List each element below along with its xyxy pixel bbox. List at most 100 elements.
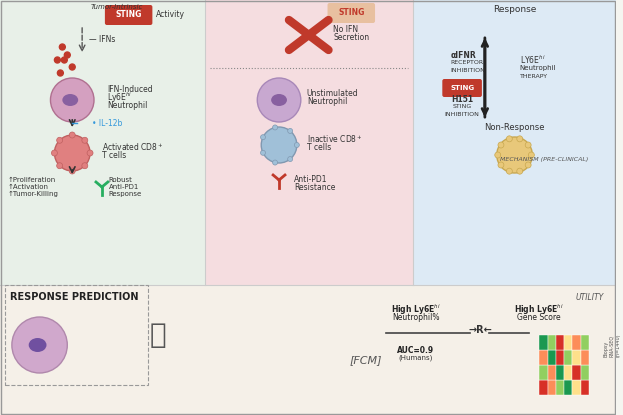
Text: 🖥: 🖥 <box>150 321 166 349</box>
Text: [FCM]: [FCM] <box>350 355 383 365</box>
Bar <box>564 335 573 350</box>
Circle shape <box>498 142 504 148</box>
Bar <box>581 335 589 350</box>
Circle shape <box>64 52 70 58</box>
Circle shape <box>288 156 293 161</box>
Bar <box>573 335 581 350</box>
Text: MECHANISM (PRE-CLINICAL): MECHANISM (PRE-CLINICAL) <box>500 158 589 163</box>
Circle shape <box>495 152 501 158</box>
Text: Neutrophil: Neutrophil <box>307 97 347 105</box>
Circle shape <box>517 136 523 142</box>
Circle shape <box>87 150 93 156</box>
Circle shape <box>517 168 523 174</box>
Text: Unstimulated: Unstimulated <box>307 88 358 98</box>
Circle shape <box>498 162 504 168</box>
Circle shape <box>69 64 75 70</box>
Text: Gene Score: Gene Score <box>518 313 561 322</box>
Circle shape <box>69 168 75 174</box>
Bar <box>581 380 589 395</box>
Circle shape <box>57 137 62 143</box>
Text: ↑Activation: ↑Activation <box>8 184 49 190</box>
Text: Ly6E$^{hi}$: Ly6E$^{hi}$ <box>107 91 132 105</box>
Text: — IFNs: — IFNs <box>88 36 115 44</box>
Text: T cells: T cells <box>307 142 331 151</box>
Circle shape <box>82 163 88 169</box>
Text: THERAPY: THERAPY <box>520 73 548 78</box>
Text: UTILITY: UTILITY <box>576 293 604 302</box>
Bar <box>0 285 617 415</box>
Bar <box>564 350 573 365</box>
Circle shape <box>497 137 533 173</box>
Circle shape <box>50 78 94 122</box>
Text: Robust: Robust <box>109 177 133 183</box>
Circle shape <box>57 70 64 76</box>
Text: INHIBITION: INHIBITION <box>445 112 480 117</box>
Text: ↑Proliferation: ↑Proliferation <box>8 177 56 183</box>
Bar <box>0 0 205 285</box>
Circle shape <box>260 150 265 155</box>
Text: INHIBITION: INHIBITION <box>450 68 485 73</box>
Text: High Ly6E$^{hi}$: High Ly6E$^{hi}$ <box>515 303 564 317</box>
Circle shape <box>12 317 67 373</box>
Bar <box>205 0 412 285</box>
Bar <box>548 335 556 350</box>
Circle shape <box>52 150 57 156</box>
Bar <box>548 350 556 365</box>
Text: STING: STING <box>338 8 364 17</box>
Bar <box>556 380 564 395</box>
Ellipse shape <box>271 94 287 106</box>
Circle shape <box>506 136 512 142</box>
Circle shape <box>82 137 88 143</box>
Circle shape <box>273 160 278 165</box>
Ellipse shape <box>29 338 47 352</box>
Circle shape <box>506 168 512 174</box>
Text: Resistance: Resistance <box>294 183 335 193</box>
Text: STING: STING <box>450 85 474 91</box>
Bar <box>540 335 548 350</box>
Text: →R←: →R← <box>468 325 492 335</box>
Text: (Humans): (Humans) <box>399 355 433 361</box>
Text: ↑Tumor-Killing: ↑Tumor-Killing <box>8 191 59 197</box>
Text: RESPONSE PREDICTION: RESPONSE PREDICTION <box>10 292 138 302</box>
Text: Anti-PD1: Anti-PD1 <box>294 176 328 185</box>
FancyBboxPatch shape <box>442 79 482 97</box>
Text: Tumor-Intrinsic: Tumor-Intrinsic <box>91 4 143 10</box>
Bar <box>564 365 573 380</box>
Text: T cells: T cells <box>102 151 126 159</box>
FancyBboxPatch shape <box>328 3 375 23</box>
Bar <box>540 365 548 380</box>
Circle shape <box>288 128 293 134</box>
Text: Response: Response <box>109 191 142 197</box>
Text: Neutrophil%: Neutrophil% <box>392 313 439 322</box>
Circle shape <box>61 57 67 63</box>
Text: AUC=0.9: AUC=0.9 <box>397 346 434 354</box>
Circle shape <box>257 78 301 122</box>
Ellipse shape <box>62 94 78 106</box>
Circle shape <box>59 44 65 50</box>
Text: Non-Response: Non-Response <box>484 122 545 132</box>
Bar <box>581 350 589 365</box>
Bar <box>5 285 148 385</box>
Circle shape <box>295 142 299 147</box>
Text: No IFN: No IFN <box>333 25 359 34</box>
Text: STING: STING <box>115 10 142 20</box>
Text: Secretion: Secretion <box>333 34 369 42</box>
Bar <box>573 350 581 365</box>
Text: Biopsy
RNA-SEQ
(n=1440): Biopsy RNA-SEQ (n=1440) <box>604 333 621 357</box>
Bar <box>540 380 548 395</box>
Bar <box>573 365 581 380</box>
Bar <box>548 365 556 380</box>
Bar <box>581 365 589 380</box>
Text: LY6E$^{hi}$: LY6E$^{hi}$ <box>520 54 545 66</box>
Bar <box>556 365 564 380</box>
Circle shape <box>57 163 62 169</box>
Text: H151: H151 <box>451 95 473 103</box>
Circle shape <box>69 132 75 138</box>
Circle shape <box>260 135 265 140</box>
Text: Neutrophil: Neutrophil <box>107 102 147 110</box>
Text: High Ly6E$^{hi}$: High Ly6E$^{hi}$ <box>391 303 440 317</box>
Circle shape <box>273 125 278 130</box>
Text: Response: Response <box>493 5 536 15</box>
Circle shape <box>528 152 535 158</box>
Bar <box>548 380 556 395</box>
